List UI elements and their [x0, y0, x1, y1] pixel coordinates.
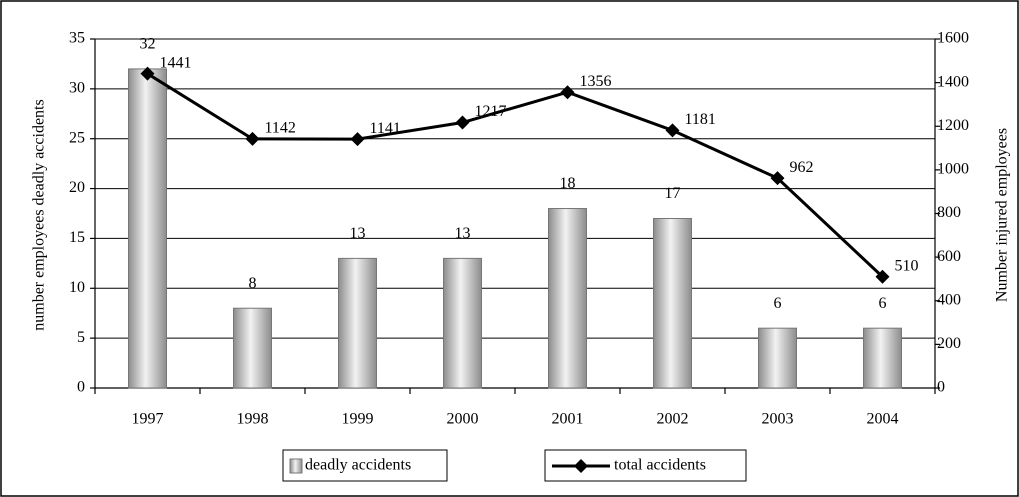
- line-value-label: 1142: [265, 120, 296, 137]
- line-marker: [560, 85, 575, 100]
- y-tick-label: 30: [69, 80, 85, 97]
- line-marker: [665, 123, 680, 138]
- y2-tick-label: 1600: [937, 30, 969, 47]
- bar-value-label: 6: [879, 295, 887, 312]
- bar: [128, 68, 167, 389]
- y-tick-label: 20: [69, 179, 85, 196]
- line-value-label: 1181: [685, 111, 716, 128]
- x-tick-label: 1999: [342, 411, 374, 428]
- bar-value-label: 6: [774, 295, 782, 312]
- line-marker: [875, 269, 890, 284]
- line-value-label: 1356: [580, 73, 612, 90]
- bar-value-label: 13: [455, 225, 471, 242]
- x-tick-label: 1997: [132, 411, 164, 428]
- bar-value-label: 18: [560, 175, 576, 192]
- y2-tick-label: 1000: [937, 161, 969, 178]
- y-tick-label: 35: [69, 30, 85, 47]
- line: [146, 72, 884, 278]
- y-tick-label: 10: [69, 279, 85, 296]
- bar-value-label: 13: [350, 225, 366, 242]
- line-value-label: 510: [895, 257, 919, 274]
- y2-tick-label: 1200: [937, 117, 969, 134]
- x-tick-label: 1998: [237, 411, 269, 428]
- bar-value-label: 8: [249, 275, 257, 292]
- y-tick-label: 5: [77, 329, 85, 346]
- bar: [758, 327, 797, 389]
- y-tick-label: 25: [69, 129, 85, 146]
- bar: [653, 217, 692, 389]
- bar: [233, 307, 272, 389]
- y2-tick-label: 0: [937, 379, 945, 396]
- bar: [863, 327, 902, 389]
- y2-tick-label: 800: [937, 204, 961, 221]
- legend-box: [282, 449, 448, 482]
- legend-swatch: [289, 458, 303, 474]
- y2-tick-label: 400: [937, 291, 961, 308]
- x-tick-label: 2001: [552, 411, 584, 428]
- y-axis-label: number employees deadly accidents: [31, 99, 48, 330]
- line-marker: [350, 132, 365, 147]
- line-marker: [245, 131, 260, 146]
- bar: [548, 208, 587, 389]
- legend-label: total accidents: [614, 457, 706, 474]
- line-value-label: 962: [790, 159, 814, 176]
- legend-marker: [574, 459, 588, 473]
- line-marker: [140, 66, 155, 81]
- bar: [443, 257, 482, 389]
- y-tick-label: 0: [77, 379, 85, 396]
- y2-tick-label: 200: [937, 335, 961, 352]
- y2-axis-label: Number injured employees: [994, 128, 1011, 302]
- line-value-label: 1441: [160, 54, 192, 71]
- line-marker: [455, 115, 470, 130]
- line-value-label: 1141: [370, 120, 401, 137]
- bar-value-label: 32: [140, 36, 156, 53]
- y-tick-label: 15: [69, 229, 85, 246]
- bar: [338, 257, 377, 389]
- y2-tick-label: 600: [937, 248, 961, 265]
- y2-tick-label: 1400: [937, 73, 969, 90]
- x-tick-label: 2000: [447, 411, 479, 428]
- legend-label: deadly accidents: [305, 457, 411, 474]
- x-tick-label: 2002: [657, 411, 689, 428]
- line-value-label: 1217: [475, 103, 507, 120]
- x-tick-label: 2004: [867, 411, 899, 428]
- line-marker: [770, 171, 785, 186]
- bar-value-label: 17: [665, 185, 681, 202]
- x-tick-label: 2003: [762, 411, 794, 428]
